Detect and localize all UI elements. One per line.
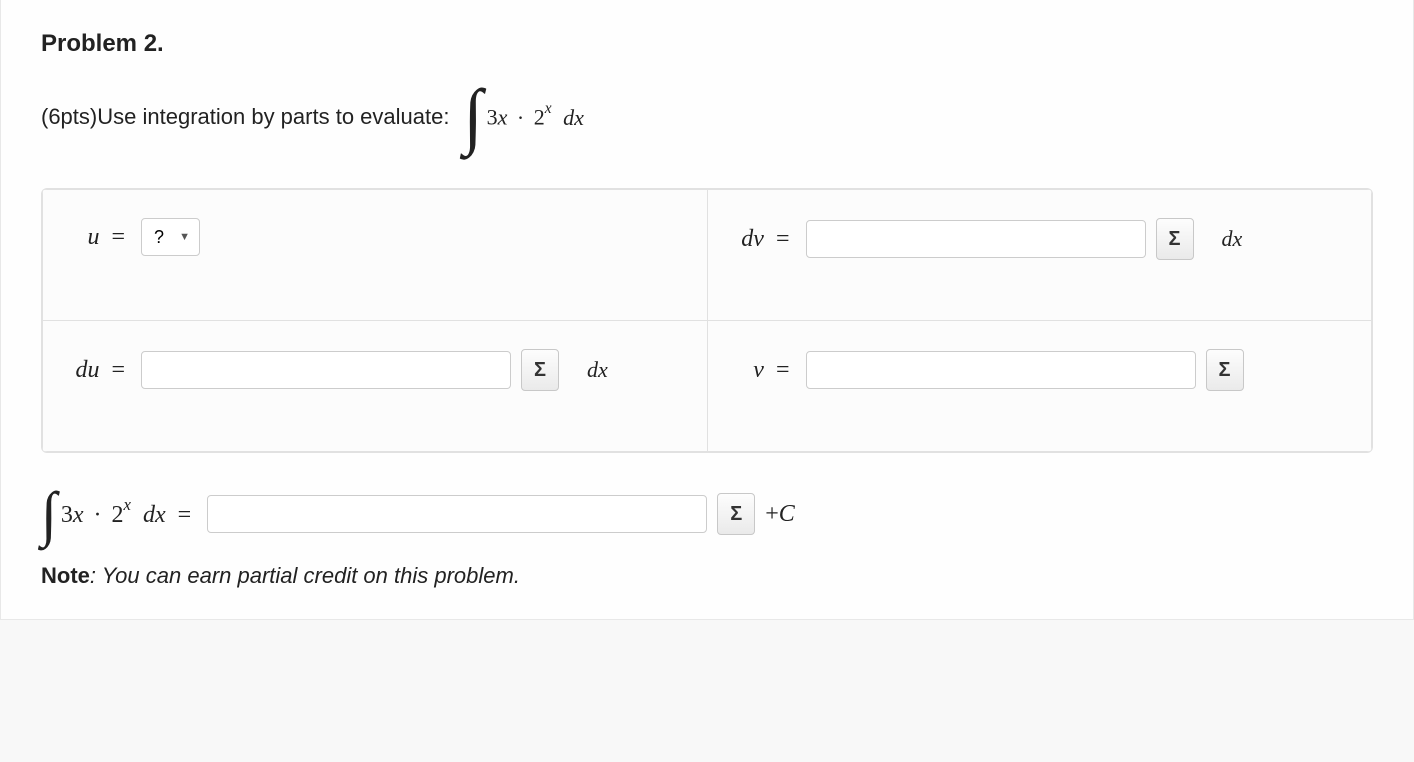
cell-du: du = Σ dx bbox=[43, 321, 708, 452]
problem-prompt: (6pts) Use integration by parts to evalu… bbox=[41, 96, 1373, 138]
dv-input[interactable] bbox=[806, 220, 1146, 258]
du-input[interactable] bbox=[141, 351, 511, 389]
integral-sign: ∫ bbox=[463, 95, 482, 139]
points-label: (6pts) bbox=[41, 104, 97, 130]
integral-expression: ∫ 3x · 2x dx bbox=[463, 96, 583, 138]
plus-c: +C bbox=[765, 501, 795, 528]
note: Note: You can earn partial credit on thi… bbox=[41, 563, 1373, 589]
sigma-button-answer[interactable]: Σ bbox=[717, 493, 755, 535]
u-label: u = bbox=[67, 224, 131, 251]
problem-title: Problem 2. bbox=[41, 30, 1373, 58]
final-answer-input[interactable] bbox=[207, 495, 707, 533]
du-suffix: dx bbox=[587, 357, 608, 383]
note-label: Note bbox=[41, 563, 90, 588]
note-text: : You can earn partial credit on this pr… bbox=[90, 563, 520, 588]
du-label: du = bbox=[67, 357, 131, 384]
u-select[interactable]: ? bbox=[141, 218, 200, 256]
sigma-button-du[interactable]: Σ bbox=[521, 349, 559, 391]
cell-dv: dv = Σ dx bbox=[707, 190, 1372, 321]
v-input[interactable] bbox=[806, 351, 1196, 389]
cell-v: v = Σ bbox=[707, 321, 1372, 452]
prompt-text: Use integration by parts to evaluate: bbox=[97, 104, 449, 130]
cell-u: u = ? ▼ bbox=[43, 190, 708, 321]
dv-label: dv = bbox=[732, 226, 796, 253]
sigma-button-dv[interactable]: Σ bbox=[1156, 218, 1194, 260]
final-answer-row: ∫ 3x · 2x dx = Σ +C bbox=[41, 493, 1373, 535]
problem-panel: Problem 2. (6pts) Use integration by par… bbox=[0, 0, 1414, 620]
parts-table: u = ? ▼ dv = Σ bbox=[41, 188, 1373, 453]
answer-lhs: ∫ 3x · 2x dx = bbox=[41, 497, 197, 532]
sigma-button-v[interactable]: Σ bbox=[1206, 349, 1244, 391]
v-label: v = bbox=[732, 357, 796, 384]
integral-sign-small: ∫ bbox=[41, 496, 57, 533]
u-select-wrap: ? ▼ bbox=[141, 218, 200, 256]
dv-suffix: dx bbox=[1222, 226, 1243, 252]
